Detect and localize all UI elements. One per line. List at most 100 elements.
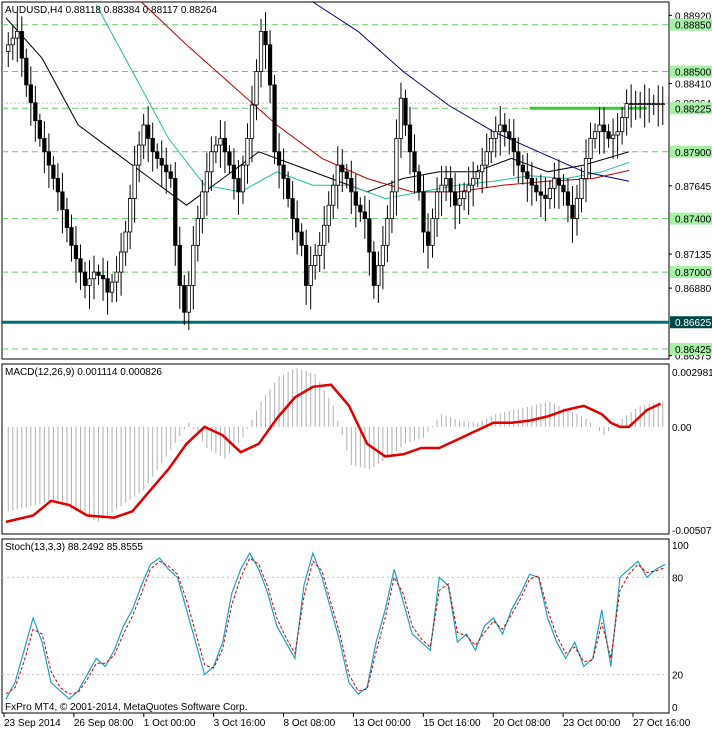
bear-candle (367, 218, 372, 253)
bull-candle (389, 191, 395, 220)
bear-candle (281, 164, 286, 179)
bull-candle (462, 191, 467, 199)
price-tag-label: 0.88850 (675, 21, 712, 32)
bear-candle (525, 171, 530, 179)
x-tick-label: 3 Oct 16:00 (214, 718, 266, 729)
bull-candle (430, 218, 435, 246)
bull-candle (592, 131, 598, 139)
bear-candle (412, 151, 417, 173)
stochastic-pane-frame (1, 538, 670, 714)
bear-candle (78, 258, 83, 273)
bear-candle (534, 184, 539, 193)
x-tick-label: 8 Oct 08:00 (284, 718, 336, 729)
price-tag-label: 0.87000 (675, 268, 712, 279)
y-tick-label: 0.88920 (675, 11, 712, 22)
bull-candle (6, 44, 11, 52)
stoch-main-line (5, 551, 666, 700)
price-pane-frame (1, 1, 670, 360)
x-tick-label: 13 Oct 00:00 (353, 718, 411, 729)
bear-candle (529, 178, 534, 186)
price-tag-label: 0.88500 (675, 68, 712, 79)
bear-candle (37, 120, 42, 139)
macd-pane-frame (1, 363, 670, 535)
bull-candle (254, 71, 259, 106)
bear-candle (285, 178, 291, 199)
bull-candle (10, 37, 15, 46)
price-tag-label: 0.86425 (675, 345, 712, 356)
bear-candle (150, 137, 155, 153)
stoch-signal-line (5, 557, 666, 695)
bull-candle (385, 218, 390, 246)
bull-candle (642, 103, 647, 106)
bull-candle (439, 184, 444, 193)
bull-candle (651, 103, 656, 106)
bear-candle (227, 151, 232, 166)
bear-candle (452, 191, 458, 206)
bull-candle (137, 144, 142, 166)
bear-candle (416, 171, 422, 193)
bull-candle (114, 271, 119, 283)
moving-average-teal (95, 4, 630, 200)
bear-candle (507, 131, 512, 139)
price-tag-label: 0.88225 (675, 104, 712, 115)
bear-candle (263, 31, 268, 46)
bear-candle (51, 164, 56, 179)
x-tick-label: 15 Oct 16:00 (423, 718, 481, 729)
bull-candle (480, 164, 485, 173)
moving-average-blue (312, 1, 630, 182)
bear-candle (173, 178, 178, 246)
bear-candle (538, 191, 543, 196)
bear-candle (100, 275, 106, 280)
bull-candle (258, 31, 264, 72)
bull-candle (629, 103, 634, 106)
bull-candle (200, 191, 205, 220)
bear-candle (46, 151, 51, 166)
price-tag-label: 0.87900 (675, 148, 712, 159)
bear-candle (407, 124, 413, 153)
stochastic-label: Stoch(13,3,3) 88.2492 85.8555 (5, 542, 143, 553)
bull-candle (123, 231, 128, 253)
bull-candle (317, 244, 322, 256)
bear-candle (96, 271, 101, 276)
bear-candle (502, 124, 507, 133)
x-tick-label: 20 Oct 08:00 (493, 718, 551, 729)
bear-candle (146, 124, 151, 139)
bull-candle (660, 103, 665, 106)
bear-candle (516, 151, 521, 166)
bull-candle (87, 278, 92, 286)
bull-candle (547, 188, 553, 199)
y-tick-label: 0.86375 (675, 352, 712, 363)
bull-candle (588, 137, 593, 159)
symbol-label: AUDUSD,H4 0.88118 0.88384 0.88117 0.8826… (5, 5, 217, 16)
price-tag (670, 266, 712, 279)
price-tag-label: 0.86625 (675, 318, 712, 329)
y-tick-label: 0.87135 (675, 250, 712, 261)
price-tag (670, 316, 712, 329)
bear-candle (82, 271, 88, 286)
time-axis: 23 Sep 2014 26 Sep 08:00 1 Oct 00:00 3 Oct … (3, 713, 691, 729)
bull-candle (376, 265, 381, 286)
bear-candle (28, 84, 33, 104)
bull-candle (132, 164, 137, 199)
bull-candle (209, 151, 214, 173)
bear-candle (177, 244, 182, 286)
bull-candle (213, 144, 219, 153)
bear-candle (520, 164, 525, 173)
bull-candle (620, 117, 625, 133)
bull-candle (204, 171, 209, 193)
bear-candle (448, 178, 453, 193)
bear-candle (60, 191, 65, 211)
bear-candle (24, 57, 29, 86)
bull-candle (583, 158, 589, 179)
bull-candle (240, 164, 246, 193)
stoch-y-tick-label: 0 (672, 703, 678, 714)
bull-candle (471, 178, 476, 186)
bull-candle (313, 254, 318, 266)
bull-candle (109, 281, 115, 293)
bear-candle (606, 131, 611, 139)
bear-candle (42, 137, 47, 153)
bull-candle (493, 131, 498, 139)
bull-candle (638, 103, 643, 106)
